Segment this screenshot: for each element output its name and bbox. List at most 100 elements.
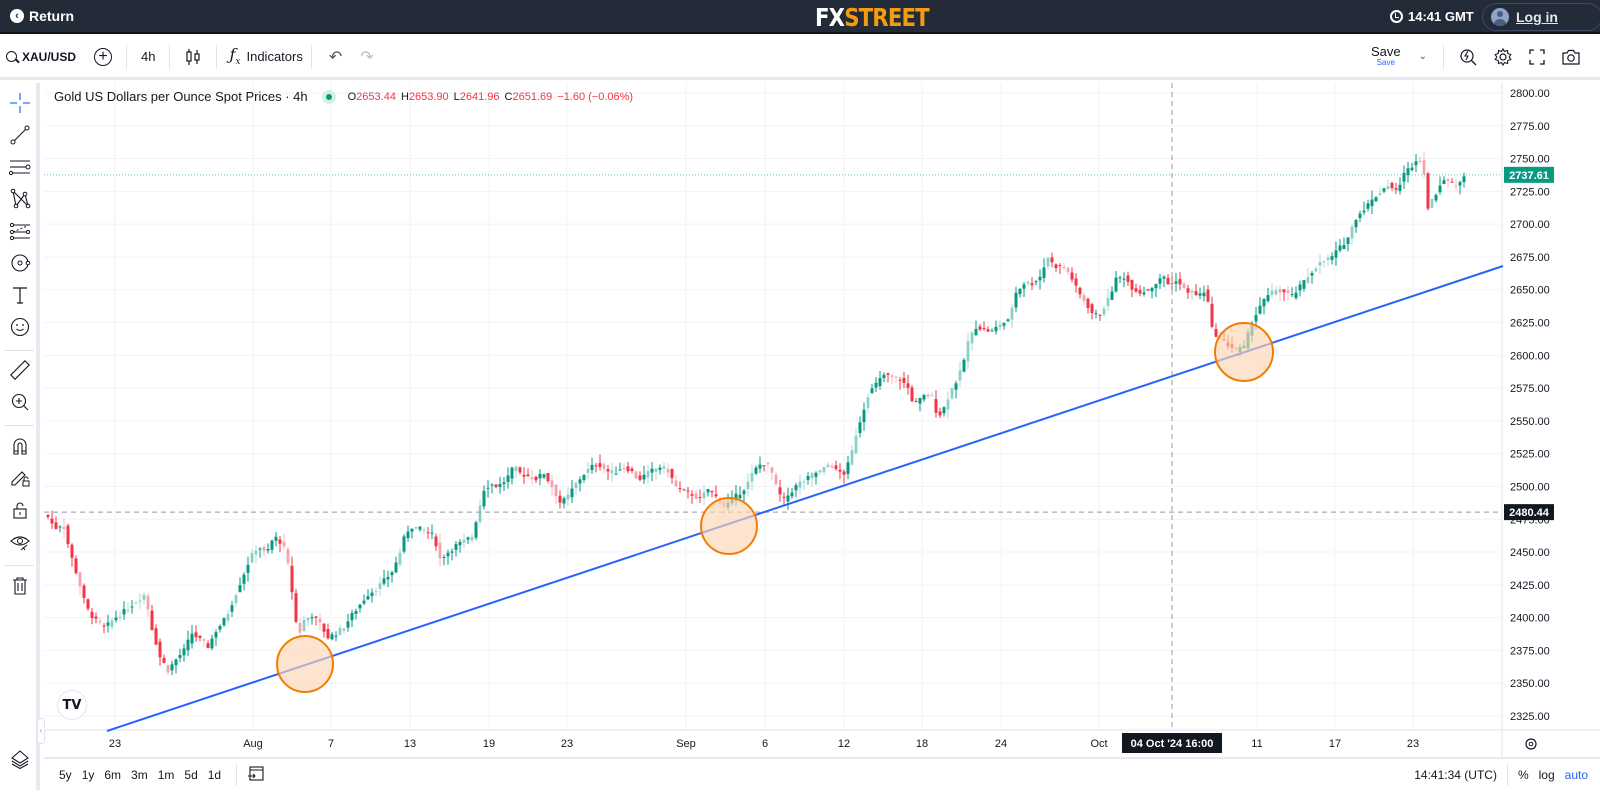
candle-body bbox=[242, 574, 246, 584]
candle-body bbox=[926, 394, 930, 397]
save-button[interactable]: Save Save bbox=[1371, 45, 1401, 68]
indicators-button[interactable]: ƒx Indicators bbox=[225, 36, 302, 77]
interval-button[interactable]: 4h bbox=[135, 36, 161, 77]
candle-body bbox=[1046, 257, 1050, 267]
x-tick-label: 24 bbox=[995, 738, 1007, 750]
candle-body bbox=[1438, 185, 1442, 193]
emoji-tool[interactable] bbox=[6, 313, 34, 341]
crosshair-icon bbox=[10, 93, 30, 113]
clock-icon bbox=[1390, 10, 1403, 23]
range-5y[interactable]: 5y bbox=[59, 767, 72, 782]
range-6m[interactable]: 6m bbox=[104, 767, 122, 782]
redo-button[interactable]: ↷ bbox=[351, 36, 382, 77]
series-title[interactable]: Gold US Dollars per Ounce Spot Prices · … bbox=[54, 89, 308, 104]
object-tree-button[interactable] bbox=[6, 745, 34, 773]
touch-point-highlight[interactable] bbox=[276, 635, 334, 693]
login-button[interactable]: Log in bbox=[1482, 3, 1600, 31]
candle-body bbox=[1330, 256, 1334, 260]
y-tick-label: 2650.00 bbox=[1510, 285, 1550, 297]
range-1m[interactable]: 1m bbox=[157, 767, 175, 782]
goto-date-button[interactable] bbox=[247, 764, 265, 785]
zoom-tool[interactable] bbox=[6, 388, 34, 416]
undo-button[interactable]: ↶ bbox=[320, 36, 351, 77]
touch-point-highlight[interactable] bbox=[700, 497, 758, 555]
save-sublabel: Save bbox=[1376, 57, 1395, 67]
candle-body bbox=[390, 572, 394, 576]
smiley-icon bbox=[10, 317, 30, 337]
return-button[interactable]: ‹ Return bbox=[10, 8, 74, 24]
candle-body bbox=[1318, 261, 1322, 266]
candle-body bbox=[142, 594, 146, 600]
settings-button[interactable] bbox=[1486, 40, 1520, 74]
layers-icon bbox=[11, 750, 29, 770]
auto-scale-toggle[interactable]: auto bbox=[1564, 767, 1588, 782]
magnet-tool[interactable] bbox=[6, 432, 34, 460]
candle-body bbox=[802, 481, 806, 483]
candle-body bbox=[130, 606, 134, 608]
lock-drawing-tool[interactable] bbox=[6, 464, 34, 492]
fib-tool[interactable] bbox=[6, 217, 34, 245]
compare-symbol-button[interactable]: + bbox=[76, 36, 118, 77]
candle-body bbox=[1150, 287, 1154, 292]
candle-body bbox=[122, 609, 126, 615]
candle-body bbox=[1262, 299, 1266, 307]
range-1y[interactable]: 1y bbox=[81, 767, 95, 782]
tradingview-logo[interactable]: TV bbox=[57, 690, 87, 720]
pattern-tool[interactable] bbox=[6, 185, 34, 213]
brush-tool[interactable] bbox=[6, 249, 34, 277]
date-ranges: 5y 1y 6m 3m 1m 5d 1d bbox=[54, 768, 226, 782]
candle-body bbox=[126, 610, 130, 612]
candle-body bbox=[226, 614, 230, 621]
lock-all-tool[interactable] bbox=[6, 496, 34, 524]
touch-point-highlight[interactable] bbox=[1214, 322, 1274, 382]
candle-body bbox=[570, 488, 574, 498]
screenshot-button[interactable] bbox=[1554, 40, 1588, 74]
circle-dot-icon bbox=[11, 254, 31, 272]
candle-body bbox=[1430, 199, 1434, 208]
candle-body bbox=[246, 564, 250, 573]
candle-body bbox=[82, 585, 86, 598]
trendline-tool[interactable] bbox=[6, 121, 34, 149]
fxstreet-logo[interactable]: FXSTREET bbox=[815, 3, 930, 32]
range-3m[interactable]: 3m bbox=[131, 767, 148, 782]
collapse-toolbar-handle[interactable]: ‹ bbox=[37, 718, 45, 744]
candle-body bbox=[250, 552, 254, 563]
axis-settings-icon[interactable] bbox=[1525, 738, 1537, 750]
candle-body bbox=[1062, 266, 1066, 269]
range-1d[interactable]: 1d bbox=[207, 767, 222, 782]
measure-tool[interactable] bbox=[6, 356, 34, 384]
candle-body bbox=[414, 526, 418, 529]
candle-body bbox=[538, 473, 542, 479]
redo-icon: ↷ bbox=[360, 48, 374, 66]
chart-type-button[interactable] bbox=[178, 36, 208, 77]
candle-body bbox=[134, 602, 138, 604]
candle-body bbox=[1446, 179, 1450, 181]
candle-body bbox=[682, 489, 686, 491]
horizontal-lines-tool[interactable] bbox=[6, 153, 34, 181]
candle-body bbox=[62, 526, 66, 530]
candle-body bbox=[1354, 220, 1358, 228]
percent-scale-toggle[interactable]: % bbox=[1517, 767, 1529, 782]
lightning-search-icon bbox=[1460, 48, 1477, 65]
utc-clock[interactable]: 14:41:34 (UTC) bbox=[1414, 767, 1497, 782]
crosshair-tool[interactable] bbox=[6, 89, 34, 117]
log-scale-toggle[interactable]: log bbox=[1538, 767, 1555, 782]
price-chart[interactable]: 2800.00 2775.00 2750.00 2725.00 2700.00 2675.… bbox=[44, 83, 1600, 790]
chevron-down-icon[interactable]: ⌄ bbox=[1418, 51, 1427, 62]
symbol-search[interactable]: XAU/USD bbox=[0, 36, 76, 77]
candle-body bbox=[1022, 284, 1026, 289]
text-tool[interactable] bbox=[6, 281, 34, 309]
magnet-icon bbox=[13, 438, 27, 455]
candle-body bbox=[1434, 194, 1438, 201]
candle-body bbox=[982, 327, 986, 329]
fullscreen-button[interactable] bbox=[1520, 40, 1554, 74]
candle-body bbox=[1162, 276, 1166, 279]
remove-drawings-tool[interactable] bbox=[6, 572, 34, 600]
hide-drawings-tool[interactable] bbox=[6, 528, 34, 556]
candle-body bbox=[694, 493, 698, 499]
candle-body bbox=[1010, 307, 1014, 320]
range-5d[interactable]: 5d bbox=[184, 767, 198, 782]
bottom-divider bbox=[236, 763, 238, 786]
candles-icon bbox=[186, 48, 201, 65]
quick-search-button[interactable] bbox=[1452, 40, 1486, 74]
